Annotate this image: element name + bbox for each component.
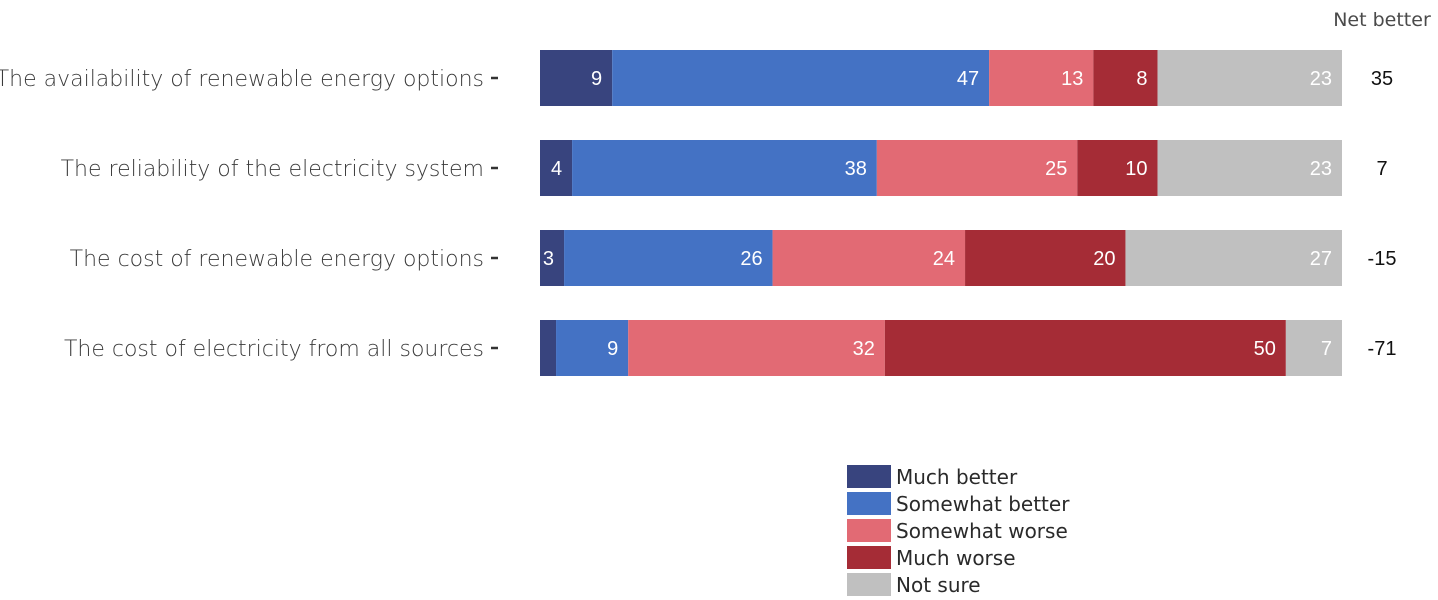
bar-segment-somewhat-better [556,320,629,376]
bars-group: 9 47 13 8 23 4 38 25 10 23 3 26 24 20 27 9 32 50 7 [540,50,1342,376]
bar-segment-much-worse [1077,140,1158,196]
bar-segment-somewhat-worse [772,230,966,286]
bar-value-label: 4 [551,158,562,180]
net-better-value: -15 [1368,248,1397,270]
bar-value-label: 23 [1310,158,1332,180]
legend-label: Somewhat better [896,492,1070,516]
bar-segment-not-sure [1157,50,1342,106]
bar-segment-somewhat-better [572,140,877,196]
category-label: The availability of renewable energy opt… [0,67,484,92]
bar-segment-somewhat-worse [989,50,1094,106]
legend-swatch [847,546,891,569]
bar-segment-much-worse [884,320,1286,376]
bar-value-label: 9 [607,338,618,360]
bar-value-label: 10 [1125,158,1147,180]
legend-label: Much worse [896,546,1016,570]
bar-value-label: 13 [1061,68,1083,90]
bar-segment-much-better [540,50,613,106]
bar-segment-much-worse [1093,50,1158,106]
bar-value-label: 3 [543,248,554,270]
legend-label: Somewhat worse [896,519,1068,543]
bar-value-label: 9 [591,68,602,90]
category-label: The reliability of the electricity syste… [61,157,484,182]
bar-segment-much-better [540,230,565,286]
bar-segment-somewhat-worse [876,140,1078,196]
net-better-value: 7 [1376,158,1387,180]
bar-value-label: 27 [1310,248,1332,270]
legend-label: Not sure [896,573,981,597]
bar-value-label: 50 [1254,338,1276,360]
bar-segment-not-sure [1157,140,1342,196]
net-better-value: -71 [1368,338,1397,360]
bar-value-label: 20 [1093,248,1115,270]
bar-value-label: 26 [740,248,762,270]
bar-segment-somewhat-better [612,50,990,106]
bar-value-label: 38 [845,158,867,180]
bar-segment-much-better [540,320,557,376]
legend-swatch [847,465,891,488]
bar-value-label: 32 [853,338,875,360]
bar-segment-much-better [540,140,573,196]
category-labels-group: The availability of renewable energy opt… [0,67,498,362]
bar-segment-somewhat-worse [628,320,885,376]
bar-segment-not-sure [1285,320,1342,376]
bar-segment-not-sure [1125,230,1342,286]
legend-swatch [847,519,891,542]
bar-value-label: 7 [1321,338,1332,360]
net-better-title: Net better [1333,9,1431,31]
net-better-value: 35 [1371,68,1393,90]
legend: Much better Somewhat better Somewhat worse… [847,465,1070,597]
bar-value-label: 23 [1310,68,1332,90]
bar-value-label: 47 [957,68,979,90]
category-label: The cost of electricity from all sources [64,337,484,362]
legend-swatch [847,492,891,515]
legend-label: Much better [896,465,1018,489]
category-label: The cost of renewable energy options [70,247,484,272]
bar-value-label: 24 [933,248,955,270]
net-better-group: Net better 35 7 -15 -71 [1333,9,1431,360]
bar-segment-somewhat-better [564,230,773,286]
bar-value-label: 25 [1045,158,1067,180]
legend-swatch [847,573,891,596]
bar-value-label: 8 [1136,68,1147,90]
bar-segment-much-worse [965,230,1126,286]
